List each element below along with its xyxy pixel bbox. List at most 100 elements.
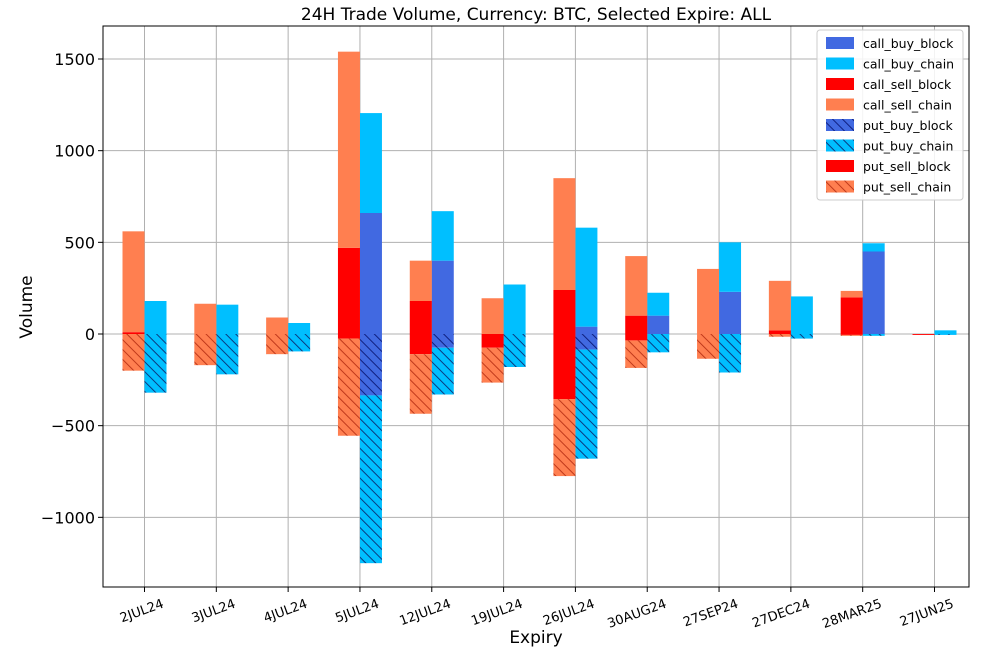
bar-call-buy-chain-4jul24 (288, 323, 311, 334)
x-axis: 2JUL24 3JUL24 4JUL24 5JUL24 12JUL24 19JUL24 26… (118, 587, 956, 632)
bar-call-sell-block-12jul24 (409, 301, 432, 334)
bars (122, 51, 957, 564)
bar-put-sell-chain-26jul24 (553, 399, 576, 477)
legend-swatch-call-buy-chain (826, 57, 854, 70)
bar-call-buy-chain-28mar25 (862, 243, 885, 252)
legend-label-put-buy-block: put_buy_block (863, 118, 953, 133)
y-axis-label: Volume (17, 275, 37, 338)
bar-call-sell-chain-12jul24 (409, 260, 432, 301)
bar-put-sell-block-26jul24 (553, 334, 576, 400)
x-tick-label: 5JUL24 (334, 597, 382, 627)
bar-call-buy-chain-5jul24 (359, 113, 382, 213)
legend-label-call-buy-chain: call_buy_chain (863, 57, 954, 72)
bar-put-sell-chain-30aug24 (625, 340, 648, 368)
y-tick-label: −1000 (41, 508, 95, 527)
bar-call-sell-block-30aug24 (625, 315, 648, 334)
bar-call-sell-chain-27dec24 (768, 280, 791, 331)
bar-put-buy-chain-12jul24 (431, 347, 454, 395)
x-tick-label: 27DEC24 (750, 597, 812, 632)
chart-title: 24H Trade Volume, Currency: BTC, Selecte… (301, 5, 772, 25)
bar-call-sell-chain-27sep24 (697, 268, 720, 334)
y-tick-label: 0 (85, 325, 95, 344)
bar-call-sell-block-28mar25 (840, 297, 863, 334)
bar-call-buy-chain-27dec24 (790, 296, 813, 334)
bar-put-sell-block-5jul24 (337, 334, 360, 339)
bar-call-buy-chain-27sep24 (719, 242, 742, 292)
bar-put-sell-chain-4jul24 (266, 334, 289, 355)
x-tick-label: 26JUL24 (541, 597, 597, 629)
bar-put-buy-chain-4jul24 (288, 334, 311, 352)
bar-put-sell-block-28mar25 (840, 334, 863, 335)
bar-call-buy-chain-3jul24 (216, 304, 239, 334)
x-tick-label: 2JUL24 (118, 597, 166, 627)
bar-put-buy-block-26jul24 (575, 334, 598, 350)
bar-call-sell-chain-26jul24 (553, 178, 576, 290)
y-tick-label: 500 (64, 233, 95, 252)
legend: call_buy_block call_buy_chain call_sell_bl… (816, 29, 964, 201)
x-axis-label: Expiry (509, 628, 562, 648)
legend-box (816, 29, 964, 201)
bar-put-sell-block-30aug24 (625, 334, 648, 341)
bar-call-buy-chain-27jun25 (934, 330, 957, 334)
bar-call-sell-chain-30aug24 (625, 256, 648, 316)
bar-put-buy-chain-30aug24 (647, 334, 670, 353)
bar-put-buy-chain-3jul24 (216, 334, 239, 375)
bar-call-sell-chain-5jul24 (337, 51, 360, 248)
bar-call-buy-block-12jul24 (431, 260, 454, 334)
bar-call-buy-block-30aug24 (647, 315, 670, 334)
bar-put-sell-chain-27dec24 (768, 334, 791, 337)
legend-swatch-put-buy-chain (826, 139, 854, 152)
legend-swatch-call-buy-block (826, 37, 854, 49)
bar-put-buy-block-12jul24 (431, 334, 454, 348)
legend-label-call-sell-block: call_sell_block (863, 77, 952, 92)
x-tick-label: 19JUL24 (469, 597, 525, 629)
bar-put-buy-block-5jul24 (359, 334, 382, 396)
bar-put-buy-chain-28mar25 (862, 334, 885, 336)
bar-put-sell-chain-3jul24 (194, 334, 217, 366)
bar-call-buy-chain-19jul24 (503, 284, 526, 334)
bar-call-sell-chain-2jul24 (122, 231, 145, 333)
bar-call-sell-block-5jul24 (337, 247, 360, 334)
legend-swatch-put-sell-block (826, 160, 854, 172)
bar-put-sell-chain-27sep24 (697, 334, 720, 359)
y-tick-label: 1500 (54, 50, 95, 69)
bar-put-sell-block-19jul24 (481, 334, 504, 348)
y-axis: −1000 −500 0 500 1000 1500 (41, 50, 103, 527)
legend-label-put-sell-chain: put_sell_chain (863, 180, 951, 195)
bar-put-sell-chain-28mar25 (840, 334, 863, 336)
legend-label-put-sell-block: put_sell_block (863, 159, 951, 174)
bar-call-sell-block-27dec24 (768, 330, 791, 334)
legend-swatch-put-sell-chain (826, 180, 854, 193)
bar-call-buy-chain-12jul24 (431, 211, 454, 261)
plot-frame (102, 25, 970, 588)
bar-put-buy-chain-2jul24 (144, 334, 167, 393)
bar-put-buy-chain-26jul24 (575, 349, 598, 459)
bar-put-sell-chain-2jul24 (122, 334, 145, 371)
bar-call-sell-chain-4jul24 (266, 317, 289, 334)
legend-swatch-call-sell-block (826, 78, 854, 90)
bar-call-buy-chain-30aug24 (647, 292, 670, 316)
bar-put-sell-block-12jul24 (409, 334, 432, 355)
legend-label-call-buy-block: call_buy_block (863, 36, 954, 51)
bar-call-buy-block-27sep24 (719, 291, 742, 334)
bar-call-sell-chain-3jul24 (194, 303, 217, 334)
x-tick-label: 27SEP24 (681, 597, 740, 631)
x-tick-label: 27JUN25 (898, 597, 956, 630)
bar-call-sell-chain-28mar25 (840, 290, 863, 298)
bar-put-buy-chain-27sep24 (719, 334, 742, 373)
bar-put-sell-chain-5jul24 (337, 338, 360, 436)
legend-swatch-call-sell-chain (826, 98, 854, 111)
bar-call-buy-block-5jul24 (359, 213, 382, 334)
y-tick-label: 1000 (54, 142, 95, 161)
bar-call-buy-chain-26jul24 (575, 227, 598, 327)
bar-call-sell-block-26jul24 (553, 290, 576, 334)
bar-put-sell-chain-19jul24 (481, 347, 504, 383)
y-tick-label: −500 (51, 417, 95, 436)
x-tick-label: 4JUL24 (262, 597, 310, 627)
legend-swatch-put-buy-block (826, 119, 854, 131)
bar-call-buy-block-26jul24 (575, 326, 598, 334)
bar-put-buy-chain-27dec24 (790, 334, 813, 339)
bar-put-buy-chain-27jun25 (934, 334, 957, 335)
legend-label-put-buy-chain: put_buy_chain (863, 139, 953, 154)
